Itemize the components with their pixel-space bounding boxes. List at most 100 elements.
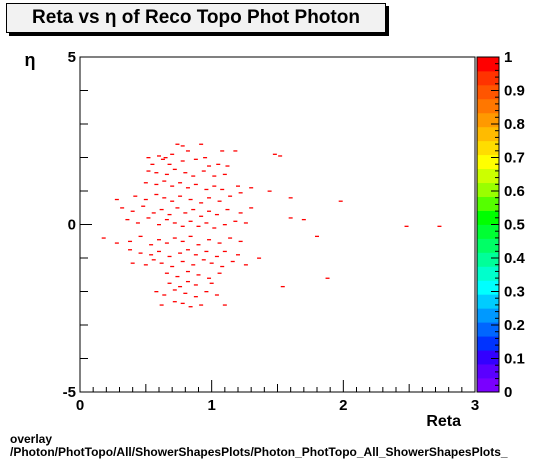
data-point (130, 262, 135, 264)
data-point (230, 260, 235, 263)
colorbar-segment (477, 57, 499, 72)
data-point (167, 255, 172, 258)
colorbar-segment (477, 322, 499, 337)
data-point (128, 249, 133, 251)
data-point (220, 188, 225, 191)
data-point (191, 175, 196, 177)
data-point (172, 289, 177, 291)
data-point (217, 272, 222, 274)
data-point (178, 285, 183, 288)
data-point (170, 153, 175, 155)
data-point (164, 242, 169, 244)
data-point (301, 218, 306, 221)
y-tick-label: -5 (63, 384, 76, 401)
data-point (157, 224, 161, 226)
colorbar-tick-label: 0.2 (504, 317, 525, 334)
data-point (249, 207, 254, 209)
data-point (114, 198, 119, 201)
points-layer (101, 143, 442, 308)
data-point (214, 294, 219, 296)
data-point (164, 272, 169, 274)
colorbar-segment (477, 238, 499, 253)
footer: overlay /Photon/PhotTopo/All/ShowerShape… (10, 433, 546, 459)
data-point (159, 262, 164, 264)
data-point (170, 185, 175, 187)
data-point (196, 225, 201, 227)
colorbar-tick-label: 0.1 (504, 351, 525, 368)
data-point (172, 237, 177, 239)
colorbar-segment (477, 140, 499, 156)
colorbar-tick-label: 0.9 (504, 83, 525, 100)
data-point (154, 172, 159, 174)
data-point (280, 285, 285, 288)
y-tick-label: 0 (68, 217, 76, 234)
data-point (163, 157, 168, 159)
colorbar-segment (477, 70, 499, 86)
data-point (325, 277, 330, 279)
data-point (222, 304, 227, 306)
colorbar-segment (477, 294, 499, 309)
colorbar-segment (477, 182, 499, 197)
data-point (146, 170, 151, 172)
data-point (193, 296, 198, 298)
data-point (228, 237, 233, 239)
data-point (249, 187, 254, 189)
data-point (172, 168, 177, 171)
data-point (228, 195, 233, 197)
data-point (175, 143, 180, 145)
data-point (143, 182, 148, 184)
data-point (212, 185, 217, 187)
data-point (437, 225, 442, 227)
data-point (143, 198, 148, 201)
ticks-layer: 0 1 2 3-505 (63, 49, 480, 414)
data-point (154, 183, 159, 186)
data-point (154, 193, 159, 196)
colorbar-tick-label: 0.6 (504, 183, 525, 200)
data-point (212, 227, 217, 229)
colorbar-tick-label: 0.8 (504, 116, 525, 133)
data-point (149, 244, 154, 246)
data-point (160, 158, 165, 160)
data-point (236, 254, 240, 256)
colorbar-tick-label: 0 (504, 384, 512, 401)
data-point (204, 250, 209, 253)
colorbar-segment (477, 308, 499, 323)
data-point (178, 252, 183, 254)
colorbar-segment (477, 378, 499, 393)
data-point (172, 301, 177, 303)
data-point (172, 222, 177, 224)
data-point (196, 274, 201, 276)
data-point (185, 249, 190, 251)
data-point (151, 212, 156, 214)
colorbar-segment (477, 280, 499, 295)
data-point (207, 197, 212, 199)
data-point (188, 220, 193, 222)
colorbar-segment (477, 98, 499, 114)
data-point (207, 210, 212, 212)
colorbar-segment (477, 336, 499, 351)
colorbar-tick-label: 0.3 (504, 284, 525, 301)
data-point (157, 250, 161, 253)
data-point (125, 218, 130, 221)
colorbar-tick-label: 0.4 (504, 250, 526, 267)
data-point (203, 157, 208, 159)
data-point (183, 212, 188, 214)
footer-line-1: overlay (10, 433, 53, 446)
data-point (130, 210, 135, 212)
colorbar-segment (477, 112, 499, 128)
data-point (193, 158, 198, 160)
data-point (180, 240, 185, 243)
data-point (257, 257, 262, 259)
data-point (220, 265, 225, 268)
data-point (185, 280, 190, 283)
data-point (175, 275, 180, 278)
data-point (217, 242, 222, 244)
colorbar-segment (477, 252, 499, 267)
data-point (167, 213, 172, 216)
data-point (199, 143, 204, 145)
data-point (207, 165, 212, 167)
footer-line-2: /Photon/PhotTopo/All/ShowerShapesPlots/P… (10, 445, 508, 459)
data-point (204, 188, 209, 191)
data-point (180, 225, 185, 227)
